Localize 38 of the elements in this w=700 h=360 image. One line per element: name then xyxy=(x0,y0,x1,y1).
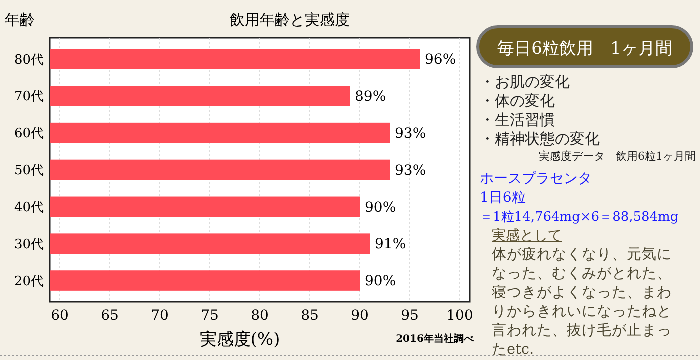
x-tick-label: 75 xyxy=(201,308,219,324)
data-label: 91% xyxy=(375,236,406,253)
text: 体が疲れなくなり、元気になった、むくみがとれた、寝つきがよくなった、まわりからきれいになったねと言われた、抜け毛が止まったetc. xyxy=(492,246,672,358)
text: ・生活習慣 xyxy=(480,111,555,129)
data-label: 89% xyxy=(355,89,386,106)
text: 1日6粒 xyxy=(480,190,526,206)
text: 2016年当社調べ xyxy=(396,333,475,345)
y-axis-title: 年齢 xyxy=(5,11,35,29)
x-axis-title: 実感度(%) xyxy=(200,330,280,350)
text: 実感度データ 飲用6粒1ヶ月間 xyxy=(539,150,696,163)
text: ホースプラセンタ xyxy=(480,171,592,187)
data-label: 90% xyxy=(365,200,396,216)
y-tick-label: 60代 xyxy=(14,126,44,142)
y-tick-label: 30代 xyxy=(14,237,44,252)
x-tick-label: 100 xyxy=(446,308,474,324)
text: 実感として xyxy=(492,228,562,244)
data-label: 93% xyxy=(395,126,426,142)
x-tick-label: 80 xyxy=(251,308,269,324)
text: ・精神状態の変化 xyxy=(480,130,600,148)
data-label: 90% xyxy=(365,274,396,290)
x-tick-label: 70 xyxy=(151,308,169,324)
x-tick-label: 65 xyxy=(101,308,119,324)
text: ・お肌の変化 xyxy=(480,73,570,91)
y-tick-label: 80代 xyxy=(14,52,44,68)
y-tick-label: 20代 xyxy=(14,274,44,290)
y-tick-label: 50代 xyxy=(14,164,44,179)
text: 毎日6粒飲用 1ヶ月間 xyxy=(498,39,672,59)
x-tick-label: 85 xyxy=(301,308,319,324)
x-tick-label: 90 xyxy=(351,308,369,324)
y-tick-label: 70代 xyxy=(14,90,44,105)
data-label: 93% xyxy=(395,162,426,179)
x-tick-label: 60 xyxy=(51,308,69,324)
x-tick-label: 95 xyxy=(401,308,419,324)
chart-title: 飲用年齢と実感度 xyxy=(230,11,350,29)
y-tick-label: 40代 xyxy=(14,200,44,216)
text: ・体の変化 xyxy=(480,92,555,110)
text: ＝1粒14,764mg×6＝88,584mg xyxy=(480,210,679,225)
data-label: 96% xyxy=(425,52,456,68)
